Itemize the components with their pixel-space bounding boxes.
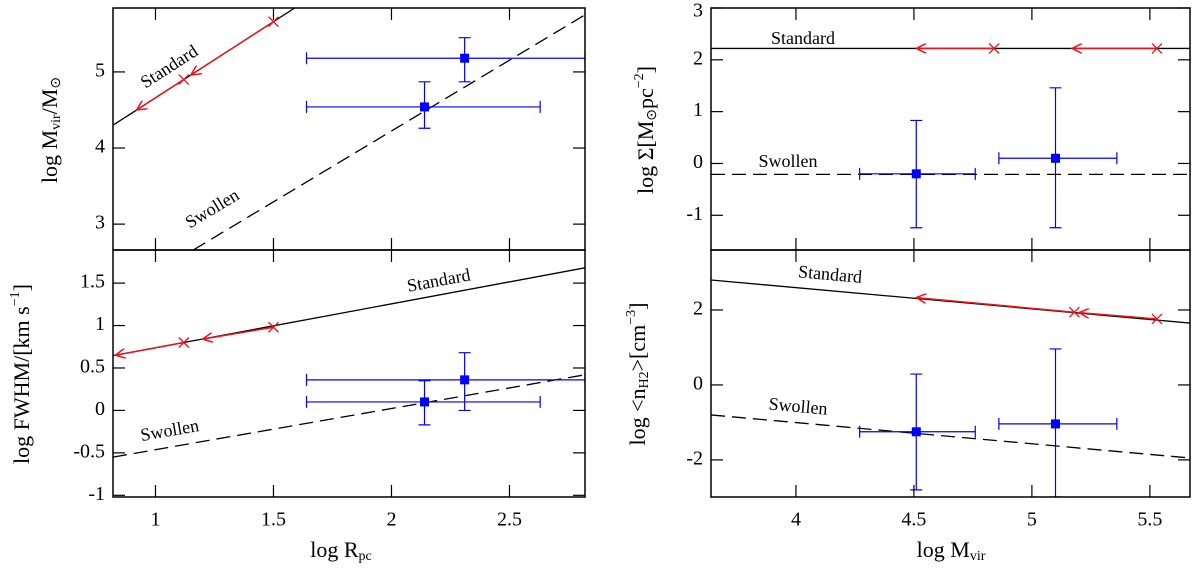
- model-line: [113, 374, 585, 458]
- data-point: [420, 397, 430, 407]
- x-tick-label: 4: [791, 509, 801, 531]
- arrow: [115, 341, 184, 356]
- cross-marker: [1068, 306, 1080, 318]
- series-label: Swollen: [139, 415, 201, 445]
- x-tick-label: 2: [386, 509, 396, 531]
- series-label: Standard: [797, 261, 863, 287]
- arrow: [1079, 313, 1158, 320]
- series-label: Standard: [137, 41, 202, 92]
- panel-frame: [112, 249, 586, 498]
- y-axis-label: log Σ[M⊙pc−2]: [632, 66, 660, 194]
- plot-area: [711, 279, 1190, 497]
- series-label: Swollen: [182, 185, 243, 233]
- model-line: [113, 267, 585, 357]
- y-tick-label: 2: [693, 298, 703, 320]
- y-tick-label: -2: [686, 447, 703, 469]
- plot-area: [711, 42, 1190, 229]
- data-point: [460, 53, 470, 63]
- panel-frame: [710, 249, 1191, 498]
- y-tick-label: 3: [95, 212, 105, 234]
- y-axis-label: log <nH2>[cm−3]: [624, 302, 652, 445]
- model-line: [711, 279, 1190, 324]
- data-point: [911, 427, 921, 437]
- y-tick-label: 0: [693, 151, 703, 173]
- y-tick-label: 0.5: [80, 356, 105, 378]
- y-tick-label: 2: [693, 47, 703, 69]
- data-point: [420, 102, 430, 112]
- model-line: [192, 14, 585, 250]
- cross-marker: [268, 321, 279, 333]
- x-tick-label: 2.5: [497, 509, 522, 531]
- series-label: Standard: [771, 28, 835, 48]
- data-point: [1051, 153, 1061, 163]
- x-tick-label: 1: [150, 509, 160, 531]
- y-axis-label: log FWHM/[km s−1]: [8, 284, 34, 464]
- y-tick-label: -0.5: [73, 440, 105, 462]
- model-line: [711, 414, 1190, 459]
- arrow: [916, 298, 1075, 313]
- y-tick-label: 0: [95, 398, 105, 420]
- y-tick-label: -1: [686, 203, 703, 225]
- y-tick-label: 4: [95, 136, 105, 158]
- cross-marker: [1151, 42, 1163, 54]
- series-label: Swollen: [758, 151, 817, 171]
- y-tick-label: 5: [95, 60, 105, 82]
- x-tick-label: 5: [1027, 509, 1037, 531]
- y-tick-label: -1: [88, 483, 105, 505]
- cross-marker: [988, 42, 1000, 54]
- x-tick-label: 1.5: [261, 509, 286, 531]
- cross-marker: [178, 74, 190, 85]
- y-tick-label: 0: [693, 373, 703, 395]
- cross-marker: [268, 16, 279, 28]
- arrow: [203, 326, 274, 339]
- plot-area: [113, 8, 585, 250]
- x-tick-label: 4.5: [901, 509, 926, 531]
- y-tick-label: 1: [95, 313, 105, 335]
- cross-marker: [1151, 313, 1163, 325]
- series-label: Swollen: [768, 394, 829, 419]
- x-axis-label: log Mvir: [917, 537, 986, 564]
- y-axis-label: log Mvir/M⊙: [37, 77, 64, 183]
- data-point: [1051, 419, 1061, 429]
- cross-marker: [178, 337, 190, 348]
- arrow: [191, 21, 274, 75]
- x-axis-label: log Rpc: [310, 537, 372, 564]
- y-tick-label: 3: [693, 0, 703, 22]
- arrow: [137, 78, 185, 110]
- plot-area: [113, 267, 585, 458]
- data-point: [460, 375, 470, 385]
- x-tick-label: 5.5: [1137, 509, 1162, 531]
- y-tick-label: 1.5: [80, 271, 105, 293]
- x-error-bar: [305, 52, 585, 65]
- y-tick-label: 1: [693, 99, 703, 121]
- data-point: [911, 169, 921, 179]
- x-error-bar: [305, 373, 585, 386]
